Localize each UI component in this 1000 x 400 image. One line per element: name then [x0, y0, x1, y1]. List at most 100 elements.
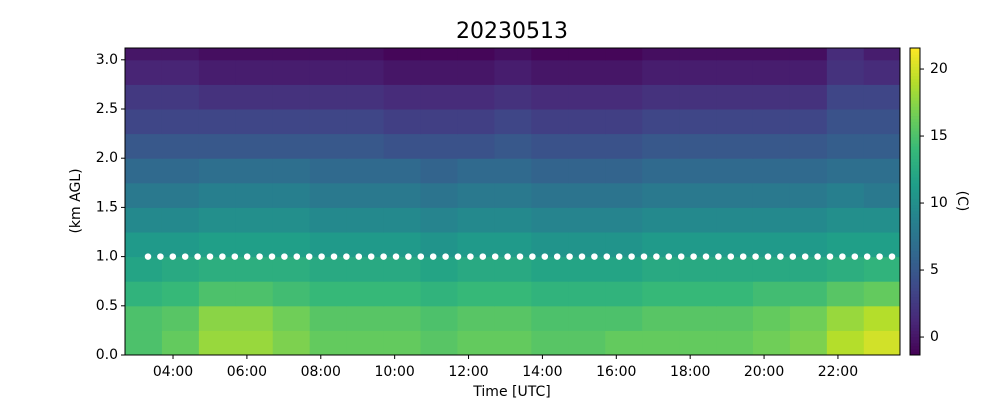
y-tick-label: 0.5: [96, 298, 118, 314]
colorbar-segment: [910, 84, 920, 89]
heatmap-cell: [494, 59, 532, 85]
heatmap-cell: [272, 158, 311, 184]
heatmap-cell: [198, 48, 237, 61]
colorbar-segment: [910, 170, 920, 175]
colorbar-segment: [910, 327, 920, 331]
colorbar-segment: [910, 351, 920, 356]
heatmap-cell: [346, 305, 385, 331]
heatmap-cell: [272, 133, 311, 159]
x-tick-label: 08:00: [301, 364, 341, 380]
colorbar-segment: [910, 272, 920, 276]
heatmap-cell: [235, 84, 274, 110]
heatmap-cell: [198, 84, 237, 110]
colorbar-segment: [910, 275, 920, 279]
heatmap-cell: [309, 182, 348, 208]
heatmap-cell: [420, 109, 458, 135]
heatmap-cell: [235, 281, 274, 307]
heatmap-cell: [420, 232, 458, 258]
heatmap-cell: [531, 48, 569, 61]
heatmap-cell: [161, 232, 200, 258]
heatmap-cell: [161, 256, 200, 282]
colorbar-segment: [910, 253, 920, 258]
heatmap-cell: [863, 48, 901, 61]
colorbar-segment: [910, 330, 920, 335]
heatmap-cell: [198, 207, 237, 233]
heatmap-cell: [309, 232, 348, 258]
heatmap-cell: [642, 48, 680, 61]
heatmap-cell: [863, 182, 901, 208]
colorbar-segment: [910, 207, 920, 212]
heatmap-cell: [568, 281, 606, 307]
heatmap-cell: [863, 330, 901, 356]
colorbar-segment: [910, 247, 920, 252]
colorbar-segment: [910, 149, 920, 153]
heatmap-cell: [679, 281, 717, 307]
heatmap-cell: [198, 232, 237, 258]
colorbar-segment: [910, 339, 920, 344]
colorbar-segment: [910, 192, 920, 196]
heatmap-cell: [642, 330, 680, 356]
colorbar-segment: [910, 229, 920, 233]
heatmap-cell: [679, 256, 717, 282]
colorbar-segment: [910, 195, 920, 199]
colorbar-segment: [910, 324, 920, 328]
heatmap-cell: [642, 84, 680, 110]
heatmap-cell: [494, 281, 532, 307]
heatmap-cell: [457, 305, 495, 331]
colorbar-segment: [910, 345, 920, 350]
heatmap-cell: [309, 84, 348, 110]
heatmap-cell: [457, 281, 495, 307]
heatmap-cell: [826, 109, 865, 135]
heatmap-cell: [716, 133, 754, 159]
heatmap-cell: [605, 182, 643, 208]
colorbar-segment: [910, 213, 920, 218]
colorbar-segment: [910, 72, 920, 77]
heatmap-cell: [198, 59, 237, 85]
heatmap-cell: [457, 232, 495, 258]
heatmap-cell: [383, 48, 422, 61]
colorbar-segment: [910, 290, 920, 295]
heatmap-cell: [642, 305, 680, 331]
heatmap-cell: [346, 232, 385, 258]
heatmap-cell: [198, 281, 237, 307]
heatmap-cell: [309, 330, 348, 356]
heatmap-cell: [642, 281, 680, 307]
colorbar-segment: [910, 127, 920, 132]
heatmap-cell: [272, 232, 311, 258]
x-tick-label: 22:00: [818, 364, 858, 380]
heatmap-cell: [494, 256, 532, 282]
colorbar-segment: [910, 333, 920, 338]
heatmap-cell: [161, 182, 200, 208]
heatmap-cell: [531, 84, 569, 110]
colorbar-segment: [910, 336, 920, 341]
heatmap-cell: [346, 281, 385, 307]
heatmap-cell: [752, 207, 791, 233]
colorbar-segment: [910, 269, 920, 273]
heatmap-cell: [235, 305, 274, 331]
heatmap-cell: [789, 48, 828, 61]
heatmap-cell: [125, 84, 163, 110]
heatmap-cell: [198, 305, 237, 331]
heatmap-cell: [789, 84, 828, 110]
heatmap-cell: [161, 281, 200, 307]
heatmap-cell: [752, 109, 791, 135]
heatmap-cell: [346, 182, 385, 208]
heatmap-cell: [198, 109, 237, 135]
heatmap-cell: [789, 109, 828, 135]
heatmap-cell: [863, 256, 901, 282]
heatmap-cell: [752, 330, 791, 356]
heatmap-cell: [125, 232, 163, 258]
heatmap-cell: [383, 256, 422, 282]
heatmap-cell: [161, 84, 200, 110]
colorbar-segment: [910, 103, 920, 107]
heatmap-cell: [420, 48, 458, 61]
heatmap-cell: [679, 305, 717, 331]
heatmap-cell: [383, 330, 422, 356]
heatmap-cell: [309, 256, 348, 282]
heatmap-cell: [642, 133, 680, 159]
heatmap-cell: [679, 133, 717, 159]
colorbar-segment: [910, 100, 920, 104]
colorbar-segment: [910, 201, 920, 206]
heatmap-cell: [863, 59, 901, 85]
